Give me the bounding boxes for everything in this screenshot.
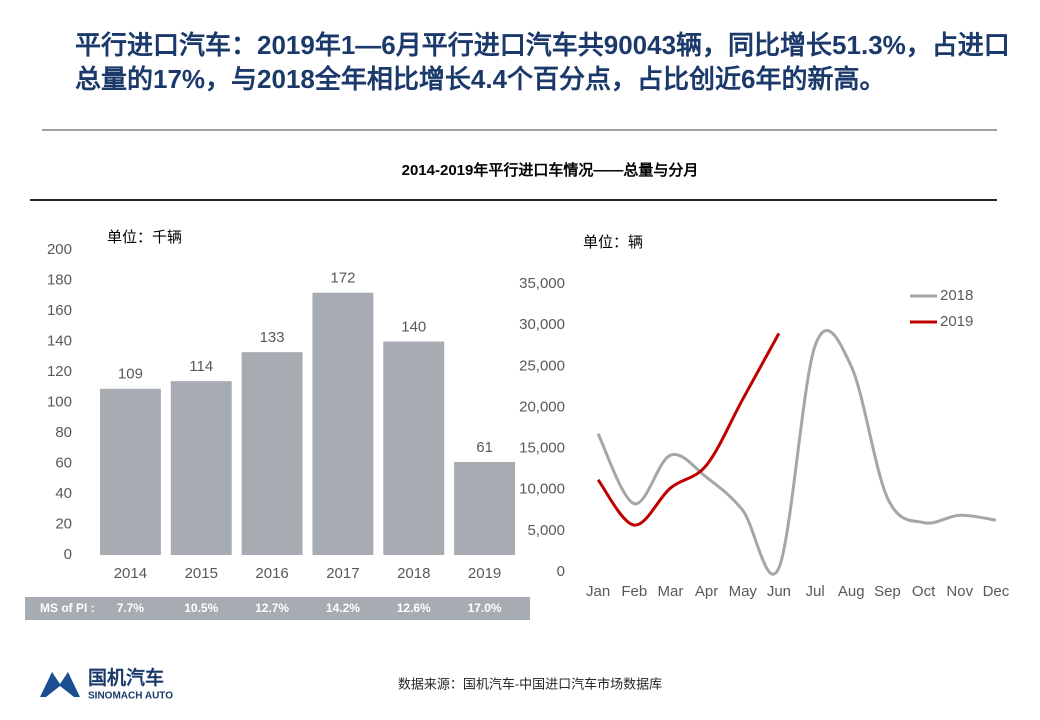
y-tick-label: 30,000 xyxy=(519,316,565,333)
bar xyxy=(99,388,161,555)
y-tick-label: 20,000 xyxy=(519,398,565,415)
y-tick-label: 20 xyxy=(55,515,72,532)
x-tick-label: Apr xyxy=(695,583,718,600)
x-tick-label: 2018 xyxy=(397,565,430,582)
unit-label: 单位：辆 xyxy=(583,234,643,251)
logo-icon xyxy=(40,672,80,697)
x-tick-label: May xyxy=(729,583,758,600)
y-tick-label: 0 xyxy=(557,563,565,580)
y-tick-label: 0 xyxy=(64,546,72,563)
x-tick-label: Jul xyxy=(805,583,824,600)
ms-value: 10.5% xyxy=(184,601,218,615)
y-tick-label: 5,000 xyxy=(527,522,565,539)
value-label: 172 xyxy=(330,270,355,287)
y-tick-label: 140 xyxy=(47,332,72,349)
value-label: 140 xyxy=(401,318,426,335)
y-tick-label: 80 xyxy=(55,424,72,441)
logo-english: SINOMACH AUTO xyxy=(88,691,173,702)
x-tick-label: Oct xyxy=(912,583,936,600)
ms-value: 12.7% xyxy=(255,601,289,615)
ms-label: MS of PI : xyxy=(40,601,95,615)
logo-name: 国机汽车 xyxy=(88,666,164,689)
x-tick-label: 2015 xyxy=(185,565,218,582)
y-tick-label: 40 xyxy=(55,485,72,502)
ms-value: 14.2% xyxy=(326,601,360,615)
x-tick-label: Sep xyxy=(874,583,901,600)
bar xyxy=(383,341,445,555)
legend-label: 2019 xyxy=(940,313,973,330)
y-tick-label: 35,000 xyxy=(519,275,565,292)
x-tick-label: Aug xyxy=(838,583,865,600)
y-tick-label: 15,000 xyxy=(519,440,565,457)
y-tick-label: 120 xyxy=(47,363,72,380)
y-tick-label: 180 xyxy=(47,271,72,288)
logo-icon xyxy=(46,686,74,697)
x-tick-label: Mar xyxy=(657,583,683,600)
x-tick-label: Nov xyxy=(946,583,973,600)
ms-value: 12.6% xyxy=(397,601,431,615)
y-tick-label: 160 xyxy=(47,302,72,319)
x-tick-label: 2014 xyxy=(114,565,147,582)
unit-label: 单位：千辆 xyxy=(107,229,182,246)
ms-value: 7.7% xyxy=(117,601,145,615)
value-label: 61 xyxy=(476,439,493,456)
bar xyxy=(170,381,232,555)
y-tick-label: 60 xyxy=(55,454,72,471)
y-tick-label: 10,000 xyxy=(519,481,565,498)
x-tick-label: Dec xyxy=(983,583,1010,600)
bar xyxy=(241,352,303,555)
logo: 国机汽车 SINOMACH AUTO xyxy=(40,666,173,702)
y-tick-label: 25,000 xyxy=(519,357,565,374)
value-label: 133 xyxy=(260,329,285,346)
y-tick-label: 100 xyxy=(47,393,72,410)
x-tick-label: Jun xyxy=(767,583,791,600)
x-tick-label: Feb xyxy=(621,583,647,600)
ms-row xyxy=(25,597,530,620)
slide-title: 平行进口汽车：2019年1—6月平行进口汽车共90043辆，同比增长51.3%，… xyxy=(75,30,1010,94)
value-label: 109 xyxy=(118,366,143,383)
series-line xyxy=(596,332,781,527)
legend-label: 2018 xyxy=(940,287,973,304)
x-tick-label: 2019 xyxy=(468,565,501,582)
y-tick-label: 200 xyxy=(47,241,72,258)
series-line xyxy=(596,329,997,576)
ms-value: 17.0% xyxy=(468,601,502,615)
chart-subtitle: 2014-2019年平行进口车情况——总量与分月 xyxy=(402,161,699,179)
bar xyxy=(454,461,516,555)
x-tick-label: 2017 xyxy=(326,565,359,582)
x-tick-label: Jan xyxy=(586,583,610,600)
source: 数据来源：国机汽车-中国进口汽车市场数据库 xyxy=(398,676,662,691)
bar xyxy=(312,292,374,555)
x-tick-label: 2016 xyxy=(255,565,288,582)
value-label: 114 xyxy=(189,358,213,375)
